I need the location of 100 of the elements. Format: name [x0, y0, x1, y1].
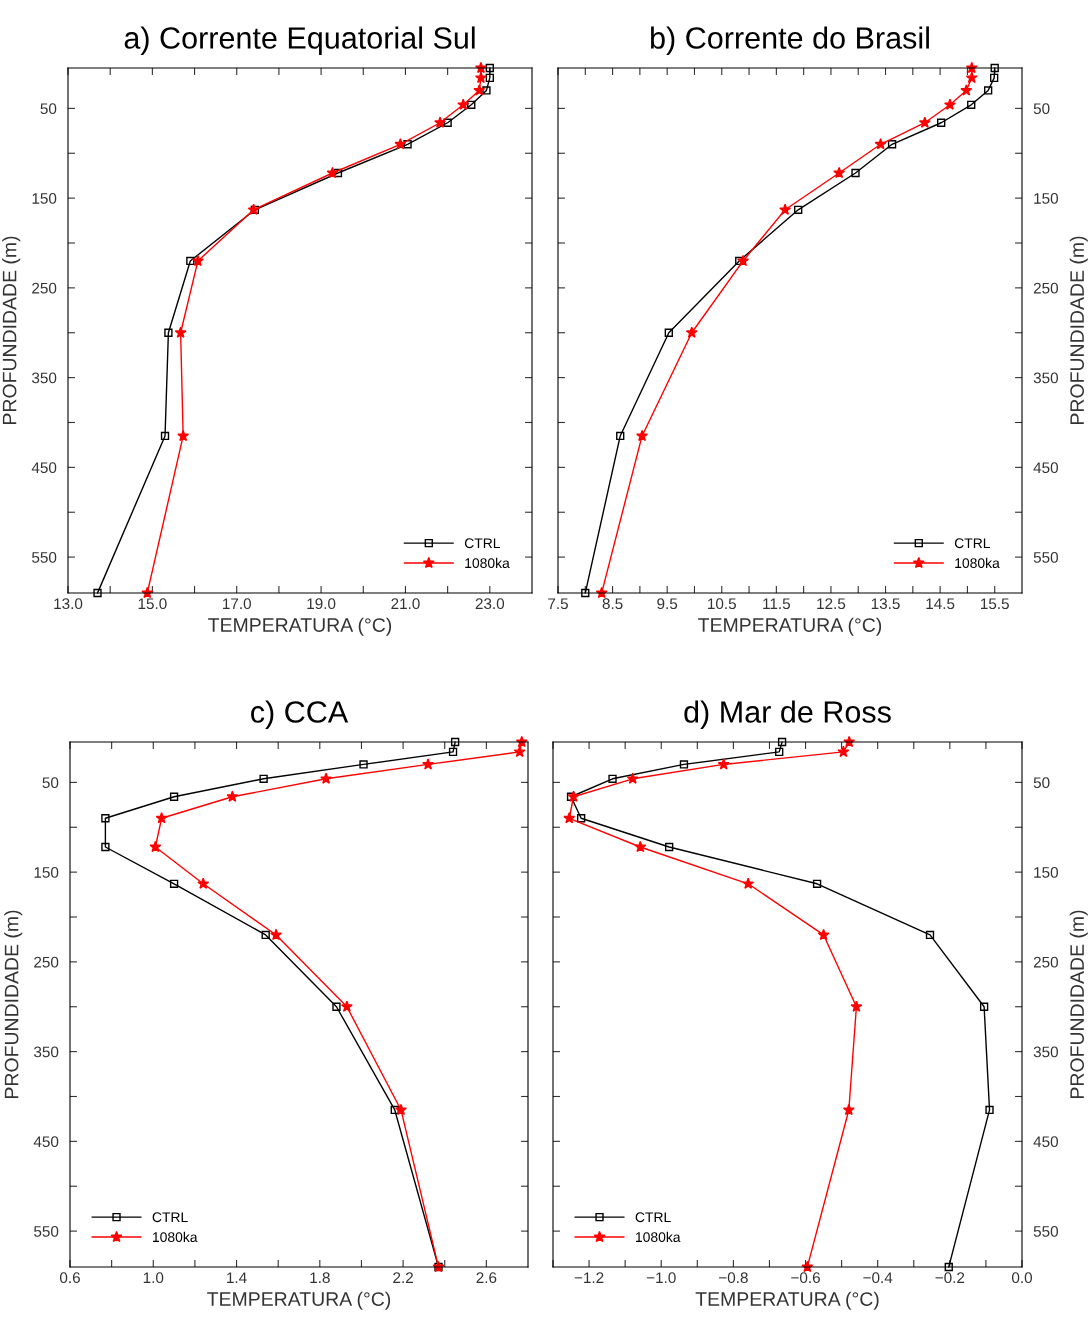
- legend-label: CTRL: [635, 1212, 671, 1223]
- point: [359, 760, 368, 769]
- point: [93, 588, 102, 598]
- x-tick-label: 0.6: [59, 1272, 80, 1284]
- point: [608, 774, 617, 783]
- point: [679, 760, 689, 769]
- point: [918, 116, 931, 128]
- point: [576, 814, 586, 823]
- y-tick-label: 50: [1033, 103, 1050, 115]
- point: [833, 166, 846, 179]
- chart-title: d) Mar de Ross: [684, 700, 891, 729]
- x-tick-label: −0.4: [863, 1272, 893, 1284]
- point: [422, 758, 435, 770]
- point: [450, 737, 460, 747]
- point: [474, 71, 487, 84]
- x-axis-title: TEMPERATURA (°C): [207, 1291, 391, 1310]
- point: [174, 326, 187, 338]
- y-tick-label: 150: [34, 867, 59, 878]
- point: [777, 737, 787, 747]
- point: [563, 812, 576, 824]
- y-tick-label: 150: [1034, 193, 1058, 204]
- point: [333, 168, 343, 178]
- point: [226, 790, 239, 802]
- point: [664, 328, 673, 337]
- point: [434, 116, 447, 128]
- point: [320, 772, 333, 784]
- x-tick-label: 23.0: [475, 598, 505, 610]
- point: [989, 73, 999, 83]
- x-tick-label: 12.5: [817, 598, 846, 610]
- y-tick-label: 450: [1033, 462, 1058, 474]
- y-tick-label: 450: [33, 1136, 59, 1148]
- legend-label: CTRL: [464, 538, 501, 549]
- point: [960, 84, 973, 96]
- point: [270, 928, 283, 941]
- point: [149, 840, 162, 853]
- x-tick-label: 2.6: [476, 1272, 497, 1284]
- point: [775, 747, 784, 757]
- point: [197, 877, 210, 889]
- point: [332, 1002, 341, 1011]
- x-tick-label: −1.0: [646, 1272, 676, 1284]
- legend-label: CTRL: [152, 1212, 188, 1223]
- point: [169, 792, 179, 801]
- point: [394, 138, 407, 150]
- y-axis-title: PROFUNDIDADE (m): [4, 910, 23, 1098]
- point: [261, 930, 270, 940]
- x-tick-label: 13.5: [871, 598, 900, 610]
- y-tick-label: 50: [40, 103, 57, 115]
- chart-title: c) CCA: [251, 700, 349, 729]
- y-tick-label: 250: [32, 282, 57, 294]
- x-tick-label: 10.5: [708, 598, 736, 610]
- x-tick-label: 7.5: [548, 598, 568, 610]
- point: [186, 256, 195, 266]
- x-tick-label: −0.6: [791, 1272, 820, 1284]
- x-axis-title: TEMPERATURA (°C): [695, 1291, 879, 1310]
- x-tick-label: −0.2: [935, 1272, 965, 1284]
- point: [851, 168, 860, 178]
- point: [467, 100, 476, 109]
- point: [636, 429, 649, 442]
- point: [794, 205, 803, 214]
- y-tick-label: 350: [31, 372, 57, 384]
- x-tick-label: 19.0: [307, 598, 336, 610]
- point: [485, 63, 494, 73]
- y-tick-label: 250: [1033, 282, 1058, 294]
- point: [567, 790, 580, 802]
- point: [983, 86, 993, 95]
- y-tick-label: 50: [42, 777, 59, 789]
- point: [837, 745, 850, 758]
- point: [842, 1103, 855, 1116]
- point: [513, 745, 526, 758]
- x-tick-label: 13.0: [54, 598, 83, 610]
- x-tick-label: 1.0: [143, 1272, 164, 1284]
- point: [443, 118, 452, 127]
- point: [626, 772, 639, 784]
- point: [812, 879, 822, 888]
- point: [485, 73, 494, 83]
- x-tick-label: 14.5: [926, 598, 955, 610]
- y-tick-label: 550: [34, 1225, 59, 1237]
- point: [850, 1000, 863, 1012]
- point: [965, 71, 978, 84]
- x-tick-label: 15.5: [981, 598, 1009, 610]
- x-axis-title: TEMPERATURA (°C): [698, 617, 882, 636]
- point: [390, 1105, 399, 1115]
- x-tick-label: −0.8: [719, 1272, 748, 1284]
- point: [164, 328, 173, 337]
- point: [979, 1002, 989, 1011]
- x-axis-title: TEMPERATURA (°C): [208, 617, 392, 636]
- point: [944, 1262, 953, 1272]
- legend-label: 1080ka: [955, 557, 1000, 569]
- legend-label: 1080ka: [465, 557, 510, 569]
- x-tick-label: 21.0: [391, 598, 420, 610]
- point: [665, 842, 674, 852]
- point: [177, 429, 190, 442]
- legend-label: 1080ka: [153, 1231, 198, 1243]
- y-tick-label: 150: [32, 193, 57, 204]
- point: [340, 1000, 353, 1012]
- y-tick-label: 450: [1033, 1136, 1058, 1148]
- point: [155, 812, 168, 824]
- point: [448, 747, 458, 757]
- point: [457, 98, 470, 110]
- point: [742, 877, 755, 889]
